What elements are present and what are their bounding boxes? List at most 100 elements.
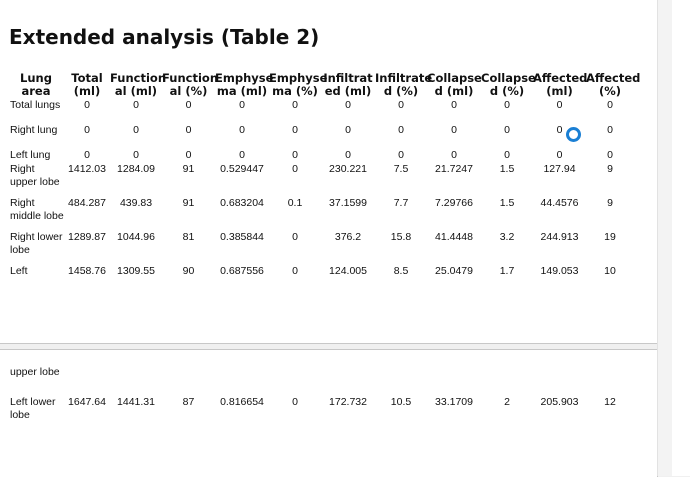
table-cell: 0 xyxy=(504,124,510,136)
table-cell: 0 xyxy=(292,99,298,111)
table-cell: 0 xyxy=(133,149,139,161)
analysis-table: Lung area Total (ml) Function al (ml) Fu… xyxy=(8,71,641,279)
table-cell: 1647.64 xyxy=(68,396,106,408)
table-cell: 0 xyxy=(239,124,245,136)
report-page-2: upper lobe Left lower lobe 1647.64 1441.… xyxy=(0,349,658,477)
table-cell xyxy=(64,366,110,396)
table-cell xyxy=(533,366,586,396)
table-cell: 0 xyxy=(451,124,457,136)
table-cell: 244.913 xyxy=(540,231,579,243)
header-cell: Affected (ml) xyxy=(533,71,588,98)
table-cell: 15.8 xyxy=(390,231,412,243)
table-cell: 172.732 xyxy=(329,396,367,408)
table-cell xyxy=(110,366,162,396)
table-cell: 0 xyxy=(398,99,404,111)
table-cell: 0 xyxy=(607,124,613,136)
table-cell: 0 xyxy=(292,231,298,243)
table-cell: 7.5 xyxy=(393,163,409,175)
table-cell: 0 xyxy=(292,163,298,175)
table-row: Total lungs 0 0 0 0 0 0 0 0 0 0 0 xyxy=(8,99,634,124)
table-cell: 1044.96 xyxy=(117,231,155,243)
table-cell: 0 xyxy=(451,99,457,111)
table-cell: 149.053 xyxy=(540,265,579,277)
table-cell: 0 xyxy=(607,149,613,161)
table-cell: 91 xyxy=(182,197,195,209)
table-cell: 33.1709 xyxy=(435,396,473,408)
table-cell: Right upper lobe xyxy=(10,163,60,188)
table-cell: 0 xyxy=(84,124,90,136)
table-cell: Total lungs xyxy=(10,99,61,111)
table-cell xyxy=(321,366,375,396)
page-title: Extended analysis (Table 2) xyxy=(9,25,320,49)
table-cell xyxy=(481,366,533,396)
table-cell: 9 xyxy=(607,163,613,175)
table-cell: 81 xyxy=(182,231,195,243)
table-cell: 12 xyxy=(604,396,616,408)
table-cell: 0 xyxy=(451,149,457,161)
table-row: Right middle lobe 484.287 439.83 91 0.68… xyxy=(8,197,634,231)
table-cell: 91 xyxy=(182,163,195,175)
table-cell: 0 xyxy=(345,99,351,111)
table-cell: 10.5 xyxy=(390,396,412,408)
report-page-1: Extended analysis (Table 2) Lung area To… xyxy=(0,0,658,344)
table-cell xyxy=(375,366,427,396)
table-cell: 1.5 xyxy=(499,197,515,209)
table-cell: upper lobe xyxy=(10,366,60,378)
table-cell: 0.385844 xyxy=(220,231,264,243)
table-cell: 1.7 xyxy=(499,265,515,277)
table-cell: 1458.76 xyxy=(68,265,106,277)
table-cell: 1289.87 xyxy=(68,231,106,243)
table-cell: Right lower lobe xyxy=(10,231,63,256)
vertical-scrollbar[interactable] xyxy=(657,0,673,476)
table-cell: 0 xyxy=(504,149,510,161)
table-cell xyxy=(427,366,481,396)
table-row: Right upper lobe 1412.03 1284.09 91 0.52… xyxy=(8,163,634,197)
table-cell: 0 xyxy=(398,149,404,161)
table-cell: 0 xyxy=(504,99,510,111)
header-cell: Affected (%) xyxy=(586,71,641,98)
table-cell: 0 xyxy=(239,99,245,111)
table-cell: 21.7247 xyxy=(435,163,473,175)
table-cell xyxy=(215,366,269,396)
table-cell: 0 xyxy=(133,124,139,136)
table-cell: 25.0479 xyxy=(435,265,473,277)
table-cell: 90 xyxy=(182,265,195,277)
table-cell: 0 xyxy=(345,124,351,136)
table-cell: 37.1599 xyxy=(329,197,367,209)
table-cell: 0 xyxy=(398,124,404,136)
header-cell: Infiltrat ed (ml) xyxy=(323,71,373,98)
table-cell: Right middle lobe xyxy=(10,197,64,222)
table-row: upper lobe xyxy=(8,366,634,396)
table-cell: 0 xyxy=(185,149,192,161)
table-cell: 1441.31 xyxy=(117,396,155,408)
header-row: Lung area Total (ml) Function al (ml) Fu… xyxy=(8,71,641,99)
table-cell xyxy=(162,366,215,396)
table-cell: 1.5 xyxy=(499,163,515,175)
table-cell: 0 xyxy=(556,124,563,136)
table-cell: 44.4576 xyxy=(540,197,579,209)
table-cell: 376.2 xyxy=(334,231,362,243)
table-cell: 127.94 xyxy=(543,163,576,175)
header-cell: Infiltrate d (%) xyxy=(375,71,433,98)
header-cell: Collapse d (%) xyxy=(481,71,536,98)
table-cell: 0.683204 xyxy=(220,197,264,209)
table-cell: Left xyxy=(10,265,28,277)
table-cell: 7.7 xyxy=(393,197,409,209)
table-cell: 0.1 xyxy=(287,197,303,209)
table-cell: 3.2 xyxy=(499,231,515,243)
header-cell: Lung area xyxy=(20,71,52,98)
table-cell: 205.903 xyxy=(540,396,579,408)
table-cell: 8.5 xyxy=(393,265,409,277)
pointer-indicator-icon xyxy=(566,127,581,142)
table-row: Right lower lobe 1289.87 1044.96 81 0.38… xyxy=(8,231,634,265)
table-cell: 9 xyxy=(607,197,613,209)
window-edge xyxy=(672,0,690,476)
table-cell: 124.005 xyxy=(329,265,367,277)
table-row: Left lung 0 0 0 0 0 0 0 0 0 0 0 xyxy=(8,149,634,163)
table-row: Left 1458.76 1309.55 90 0.687556 0 124.0… xyxy=(8,265,634,279)
table-cell: 0.816654 xyxy=(220,396,264,408)
analysis-table-continued: upper lobe Left lower lobe 1647.64 1441.… xyxy=(8,366,634,430)
header-cell: Emphyse ma (ml) xyxy=(215,71,274,98)
table-cell: 0 xyxy=(84,99,90,111)
table-cell: 41.4448 xyxy=(435,231,473,243)
